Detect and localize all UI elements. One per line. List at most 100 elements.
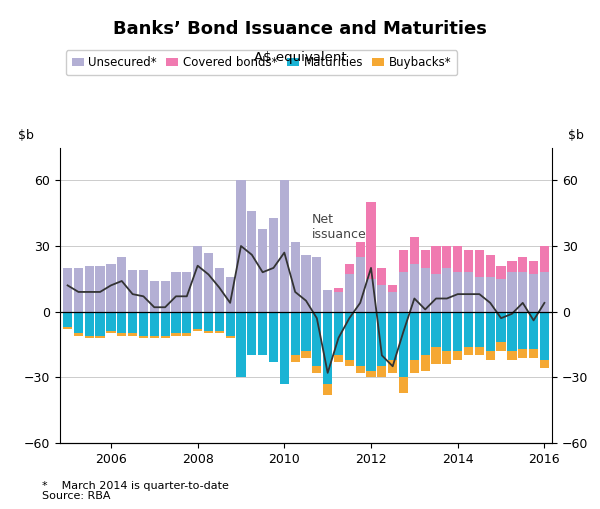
Bar <box>388 360 397 373</box>
Bar <box>518 257 527 272</box>
Bar <box>139 270 148 312</box>
Bar <box>453 272 463 312</box>
Bar <box>431 246 440 274</box>
Bar <box>290 355 300 362</box>
Bar <box>345 274 354 312</box>
Bar <box>388 286 397 292</box>
Bar <box>323 312 332 384</box>
Bar <box>464 250 473 272</box>
Bar <box>258 229 267 312</box>
Bar <box>139 312 148 335</box>
Bar <box>485 255 495 276</box>
Bar <box>172 312 181 333</box>
Bar <box>410 264 419 312</box>
Bar <box>204 312 213 331</box>
Bar <box>204 252 213 312</box>
Bar <box>161 335 170 338</box>
Bar <box>475 250 484 276</box>
Bar <box>540 246 549 272</box>
Bar <box>529 349 538 357</box>
Bar <box>128 333 137 335</box>
Bar <box>540 360 549 369</box>
Bar <box>193 246 202 312</box>
Bar <box>290 242 300 312</box>
Bar <box>301 351 311 357</box>
Bar <box>421 268 430 312</box>
Bar <box>475 312 484 347</box>
Bar <box>475 276 484 312</box>
Bar <box>128 312 137 333</box>
Bar <box>258 312 267 355</box>
Bar <box>464 347 473 355</box>
Bar <box>399 250 408 272</box>
Text: Source: RBA: Source: RBA <box>42 491 110 501</box>
Bar <box>172 272 181 312</box>
Bar <box>172 333 181 335</box>
Bar <box>475 347 484 355</box>
Bar <box>356 257 365 312</box>
Bar <box>106 264 116 312</box>
Bar <box>540 272 549 312</box>
Bar <box>356 366 365 373</box>
Bar <box>247 211 256 312</box>
Text: $b: $b <box>568 129 584 142</box>
Bar <box>356 312 365 366</box>
Bar <box>182 333 191 335</box>
Bar <box>215 268 224 312</box>
Bar <box>215 312 224 331</box>
Bar <box>182 312 191 333</box>
Bar <box>74 333 83 335</box>
Bar <box>269 312 278 362</box>
Bar <box>388 312 397 360</box>
Bar <box>345 264 354 274</box>
Bar <box>367 279 376 312</box>
Bar <box>442 246 451 268</box>
Legend: Unsecured*, Covered bonds*, Maturities, Buybacks*: Unsecured*, Covered bonds*, Maturities, … <box>66 50 457 75</box>
Bar <box>518 349 527 357</box>
Bar <box>334 355 343 362</box>
Bar <box>410 237 419 264</box>
Bar <box>529 261 538 274</box>
Bar <box>182 272 191 312</box>
Bar <box>74 268 83 312</box>
Bar <box>453 246 463 272</box>
Bar <box>464 312 473 347</box>
Bar <box>74 312 83 333</box>
Bar <box>236 312 245 377</box>
Bar <box>421 250 430 268</box>
Bar <box>63 327 72 329</box>
Bar <box>442 351 451 364</box>
Bar <box>485 276 495 312</box>
Text: Banks’ Bond Issuance and Maturities: Banks’ Bond Issuance and Maturities <box>113 20 487 38</box>
Text: Net
issuance: Net issuance <box>311 213 366 241</box>
Bar <box>377 366 386 377</box>
Bar <box>496 266 506 279</box>
Bar <box>345 360 354 366</box>
Bar <box>95 312 105 335</box>
Text: *    March 2014 is quarter-to-date: * March 2014 is quarter-to-date <box>42 481 229 491</box>
Bar <box>128 270 137 312</box>
Bar <box>518 272 527 312</box>
Bar <box>442 268 451 312</box>
Bar <box>399 272 408 312</box>
Bar <box>193 329 202 331</box>
Bar <box>312 257 322 312</box>
Bar <box>431 312 440 347</box>
Bar <box>236 180 245 312</box>
Bar <box>410 360 419 373</box>
Bar <box>496 342 506 351</box>
Bar <box>226 335 235 338</box>
Bar <box>290 312 300 355</box>
Bar <box>226 276 235 312</box>
Bar <box>421 355 430 371</box>
Bar <box>226 312 235 335</box>
Bar <box>247 312 256 355</box>
Bar <box>334 292 343 312</box>
Bar <box>215 331 224 333</box>
Bar <box>507 261 517 272</box>
Bar <box>149 335 159 338</box>
Bar <box>377 268 386 286</box>
Bar <box>377 286 386 312</box>
Bar <box>312 312 322 366</box>
Bar <box>334 288 343 292</box>
